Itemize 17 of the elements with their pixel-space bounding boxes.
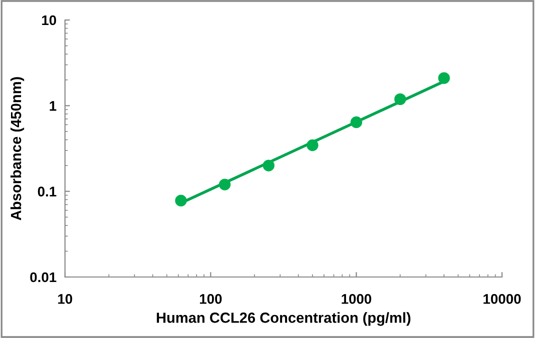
x-tick-label: 1000 [342,294,372,304]
point [350,116,362,128]
x-tick-label: 10 [58,294,72,304]
y-tick-label: 10 [42,15,56,26]
point [218,178,231,190]
y-axis-title: Absorbance (450nm) [10,77,24,220]
x-tick-label: 100 [200,294,222,304]
x-tick-label: 10000 [484,294,521,304]
y-tick-label: 1 [50,101,56,111]
x-axis-title: Human CCL26 Concentration (pg/ml) [156,312,410,326]
y-tick-label: 0.01 [30,272,56,282]
point [438,72,450,84]
y-tick-label: 0.1 [38,186,56,197]
point [175,194,187,206]
point [262,160,274,172]
point [306,139,318,152]
point [394,93,406,106]
